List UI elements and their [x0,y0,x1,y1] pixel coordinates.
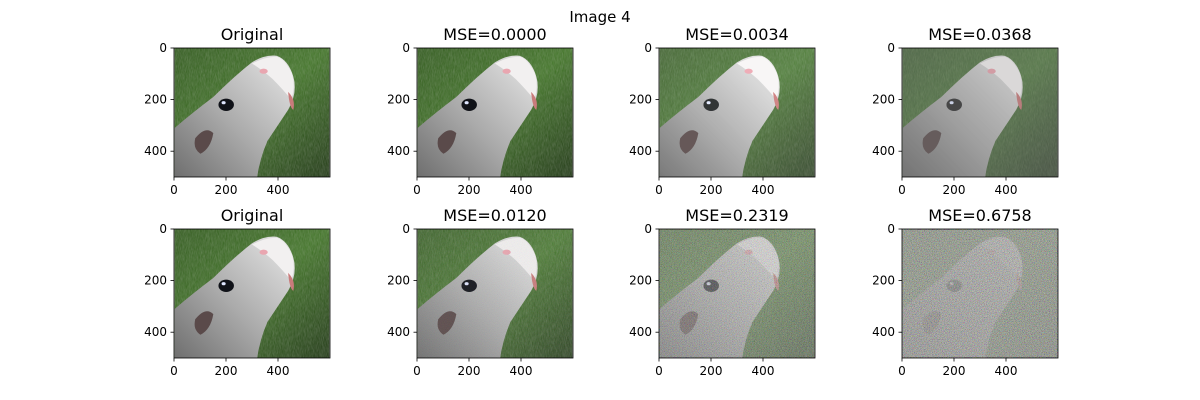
x-tick-label: 400 [752,183,775,197]
y-tick-label: 0 [402,222,410,236]
y-tick-label: 0 [644,222,652,236]
image-panel: MSE=0.0034 0 200 400 0 200 400 [629,25,816,197]
x-tick-label: 0 [898,364,906,378]
x-tick-label: 200 [215,183,238,197]
noise-wash [902,229,1058,358]
panel-image [659,229,815,358]
x-tick-label: 200 [943,183,966,197]
x-tick-label: 200 [215,364,238,378]
x-tick-label: 400 [995,183,1018,197]
image-panel: MSE=0.0120 0 200 400 0 200 400 [387,206,574,378]
axes-frame [173,228,331,359]
x-tick-label: 400 [267,183,290,197]
x-tick-label: 400 [510,364,533,378]
panel-title: MSE=0.0000 [443,25,546,44]
y-tick-label: 400 [629,325,652,339]
image-panel: MSE=0.0368 0 200 400 0 200 400 [872,25,1059,197]
y-tick-label: 200 [144,274,167,288]
y-tick-label: 0 [644,41,652,55]
x-tick-label: 0 [898,183,906,197]
y-tick-label: 200 [872,93,895,107]
y-tick-label: 400 [387,144,410,158]
x-tick-label: 200 [700,364,723,378]
panel-image [902,229,1058,358]
axes-frame [173,47,331,178]
panel-title: MSE=0.0368 [928,25,1031,44]
y-tick-label: 0 [159,222,167,236]
panel-image [418,48,573,177]
x-tick-label: 400 [752,364,775,378]
axes-frame [416,228,574,359]
y-tick-label: 400 [387,325,410,339]
y-tick-label: 0 [887,222,895,236]
image-panel: MSE=0.0000 0 200 400 0 200 400 [387,25,574,197]
figure-suptitle: Image 4 [569,8,630,26]
panel-title: MSE=0.0120 [443,206,546,225]
y-tick-label: 400 [872,325,895,339]
x-tick-label: 200 [700,183,723,197]
x-tick-label: 200 [458,364,481,378]
panel-image [175,229,330,358]
y-tick-label: 200 [629,274,652,288]
x-tick-label: 0 [655,364,663,378]
y-tick-label: 400 [629,144,652,158]
x-tick-label: 0 [413,364,421,378]
noise-wash [659,229,815,358]
panel-title: MSE=0.6758 [928,206,1031,225]
x-tick-label: 400 [995,364,1018,378]
image-panel: MSE=0.2319 0 200 400 0 200 400 [629,206,816,378]
x-tick-label: 0 [413,183,421,197]
panel-title: MSE=0.0034 [685,25,788,44]
image-panel: Original 0 200 400 0 200 400 [144,25,331,197]
panel-title: MSE=0.2319 [685,206,788,225]
panel-title: Original [221,25,284,44]
axes-frame [901,228,1059,359]
axes-frame [658,47,816,178]
y-tick-label: 400 [872,144,895,158]
x-tick-label: 400 [267,364,290,378]
y-tick-label: 400 [144,325,167,339]
y-tick-label: 200 [387,274,410,288]
y-tick-label: 200 [872,274,895,288]
y-tick-label: 400 [144,144,167,158]
x-tick-label: 400 [510,183,533,197]
y-tick-label: 200 [144,93,167,107]
x-tick-label: 0 [655,183,663,197]
image-panel: MSE=0.6758 0 200 400 0 200 400 [872,206,1059,378]
axes-frame [416,47,574,178]
noise-overlay [902,229,1058,358]
axes-frame [901,47,1059,178]
y-tick-label: 0 [159,41,167,55]
panel-image [903,48,1058,177]
axes-frame [658,228,816,359]
panel-image [175,48,330,177]
y-tick-label: 200 [387,93,410,107]
noise-overlay [417,229,573,358]
panel-image [417,229,573,358]
x-tick-label: 0 [170,183,178,197]
noise-overlay [659,229,815,358]
y-tick-label: 0 [887,41,895,55]
y-tick-label: 0 [402,41,410,55]
panel-image [660,48,815,177]
x-tick-label: 0 [170,364,178,378]
panel-title: Original [221,206,284,225]
x-tick-label: 200 [458,183,481,197]
x-tick-label: 200 [943,364,966,378]
image-panel: Original 0 200 400 0 200 400 [144,206,331,378]
y-tick-label: 200 [629,93,652,107]
